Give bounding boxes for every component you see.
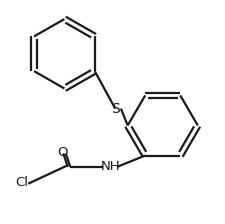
Text: O: O <box>57 146 67 159</box>
Text: NH: NH <box>101 160 120 173</box>
Text: Cl: Cl <box>15 176 28 189</box>
Text: S: S <box>110 102 119 116</box>
